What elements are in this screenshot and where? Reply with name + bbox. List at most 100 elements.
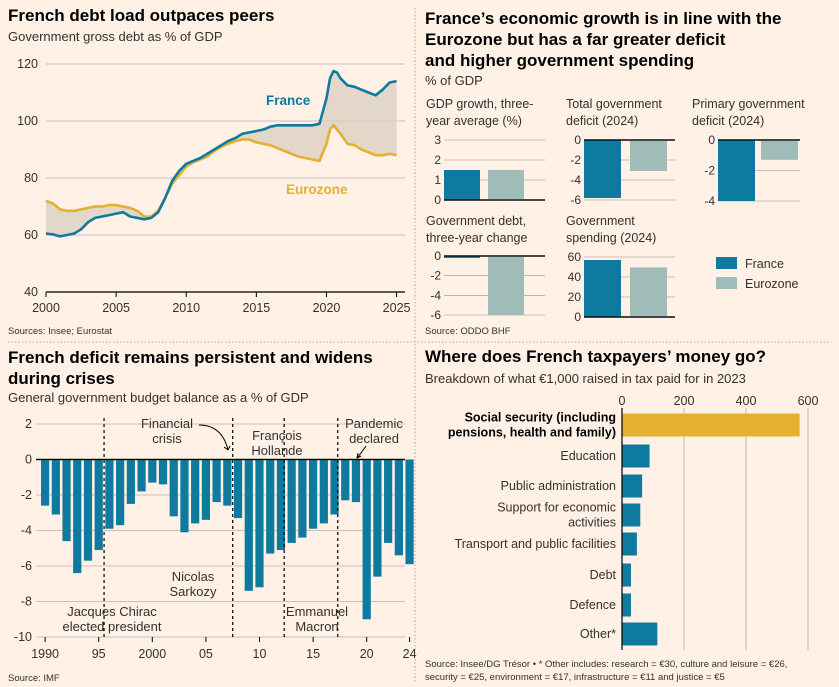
- eurozone-bar: [761, 140, 798, 160]
- deficit-bar: [51, 459, 60, 515]
- tax-chart-subtitle: Breakdown of what €1,000 raised in tax p…: [425, 371, 746, 386]
- eurozone-bar: [630, 140, 667, 171]
- tax-bar: [622, 474, 643, 498]
- small-multiple-y-tick-label: -4: [430, 288, 441, 302]
- growth-panel-title: France’s economic growth is in line with…: [425, 8, 781, 71]
- deficit-bar: [201, 459, 210, 520]
- debt-y-tick-label: 100: [17, 114, 38, 128]
- small-multiple-title: deficit (2024): [566, 114, 638, 128]
- france-series-label: France: [266, 93, 311, 108]
- annotation-financial-crisis: crisis: [152, 431, 182, 446]
- debt-y-tick-label: 60: [24, 228, 38, 242]
- tax-category-label: Other*: [580, 627, 616, 641]
- tax-chart-source-line: Source: Insee/DG Trésor • * Other includ…: [425, 659, 788, 670]
- eurozone-bar: [630, 267, 667, 317]
- small-multiple-y-tick-label: 3: [434, 133, 441, 147]
- small-multiple-y-tick-label: -2: [704, 164, 715, 178]
- debt-x-tick-label: 2015: [242, 301, 270, 315]
- deficit-bar: [405, 459, 414, 565]
- deficit-x-tick-label: 20: [360, 647, 374, 661]
- tax-bar: [622, 563, 631, 587]
- france-bar: [444, 170, 480, 200]
- growth-panel-subtitle: % of GDP: [425, 73, 483, 88]
- deficit-bar: [83, 459, 93, 561]
- annotation-leader-pandemic: [356, 445, 367, 459]
- deficit-bar: [212, 459, 221, 503]
- deficit-x-tick-label: 1990: [31, 647, 59, 661]
- small-multiple-title: deficit (2024): [692, 114, 764, 128]
- deficit-y-tick-label: -10: [14, 630, 32, 644]
- deficit-bar: [266, 459, 275, 554]
- small-multiple-y-tick-label: 0: [574, 133, 581, 147]
- deficit-bar: [116, 459, 125, 526]
- debt-chart-subtitle: Government gross debt as % of GDP: [8, 29, 223, 44]
- france-bar: [444, 256, 480, 258]
- deficit-y-tick-label: 2: [25, 417, 32, 431]
- small-multiple-y-tick-label: 0: [434, 249, 441, 263]
- deficit-bar: [287, 459, 296, 543]
- debt-x-tick-label: 2005: [102, 301, 130, 315]
- small-multiple-title: GDP growth, three-: [426, 97, 533, 111]
- deficit-bar: [105, 459, 114, 529]
- annotation-leader-financial: [198, 424, 229, 451]
- france-bar: [584, 260, 621, 317]
- deficit-y-tick-label: -2: [21, 488, 32, 502]
- deficit-bar: [148, 459, 157, 483]
- small-multiple-y-tick-label: -4: [570, 173, 581, 187]
- tax-category-label: Education: [560, 449, 616, 463]
- small-multiple-title: spending (2024): [566, 231, 656, 245]
- tax-category-label: Transport and public facilities: [455, 537, 616, 551]
- annotation-pandemic: Pandemic: [345, 416, 403, 431]
- small-multiple-y-tick-label: 2: [434, 153, 441, 167]
- annotation-macron: Macron: [295, 619, 338, 634]
- deficit-x-tick-label: 2000: [138, 647, 166, 661]
- small-multiple-title: Government: [566, 214, 635, 228]
- debt-x-tick-label: 2010: [172, 301, 200, 315]
- growth-panel-title-line: Eurozone but has a far greater deficit: [425, 30, 726, 49]
- debt-x-tick-label: 2025: [383, 301, 411, 315]
- tax-x-tick-label: 0: [619, 394, 626, 408]
- small-multiple-y-tick-label: -4: [704, 194, 715, 208]
- deficit-bar: [233, 459, 243, 519]
- tax-chart-title: Where does French taxpayers’ money go?: [425, 347, 767, 366]
- tax-category-label: Debt: [590, 568, 617, 582]
- tax-category-label: Defence: [569, 598, 616, 612]
- legend-label-eurozone: Eurozone: [745, 277, 799, 291]
- eurozone-bar: [488, 256, 524, 315]
- annotation-sarkozy: Sarkozy: [170, 584, 217, 599]
- growth-panel-source: Source: ODDO BHF: [425, 326, 511, 337]
- deficit-bar: [244, 459, 253, 591]
- deficit-chart-source: Source: IMF: [8, 673, 60, 684]
- tax-category-label: Support for economic: [497, 501, 616, 515]
- annotation-pandemic: declared: [349, 431, 399, 446]
- eurozone-series-label: Eurozone: [286, 182, 348, 197]
- annotation-financial-crisis: Financial: [141, 416, 193, 431]
- france-bar: [584, 140, 621, 198]
- eurozone-bar: [488, 170, 524, 200]
- deficit-bar: [276, 459, 286, 551]
- eurozone-debt-line: [45, 124, 397, 218]
- deficit-bar: [126, 459, 135, 504]
- france-bar: [718, 140, 755, 201]
- small-multiple-title: Primary government: [692, 97, 805, 111]
- deficit-bar: [373, 459, 382, 577]
- deficit-bar: [341, 459, 350, 501]
- annotation-chirac: elected president: [62, 619, 161, 634]
- deficit-x-tick-label: 24: [403, 647, 417, 661]
- tax-x-tick-label: 400: [736, 394, 757, 408]
- annotation-sarkozy: Nicolas: [172, 569, 215, 584]
- tax-category-label: Public administration: [501, 479, 616, 493]
- legend-label-france: France: [745, 257, 784, 271]
- deficit-bar: [94, 459, 103, 551]
- deficit-x-tick-label: 95: [92, 647, 106, 661]
- growth-panel-title-line: France’s economic growth is in line with…: [425, 9, 782, 28]
- deficit-bar: [169, 459, 178, 517]
- deficit-bar: [223, 459, 232, 506]
- tax-category-label: Social security (including: [465, 411, 616, 425]
- tax-bar: [622, 444, 650, 468]
- deficit-chart-title: French deficit remains persistent and wi…: [8, 347, 373, 389]
- debt-x-tick-label: 2000: [32, 301, 60, 315]
- debt-y-tick-label: 80: [24, 171, 38, 185]
- small-multiple-y-tick-label: 1: [434, 173, 441, 187]
